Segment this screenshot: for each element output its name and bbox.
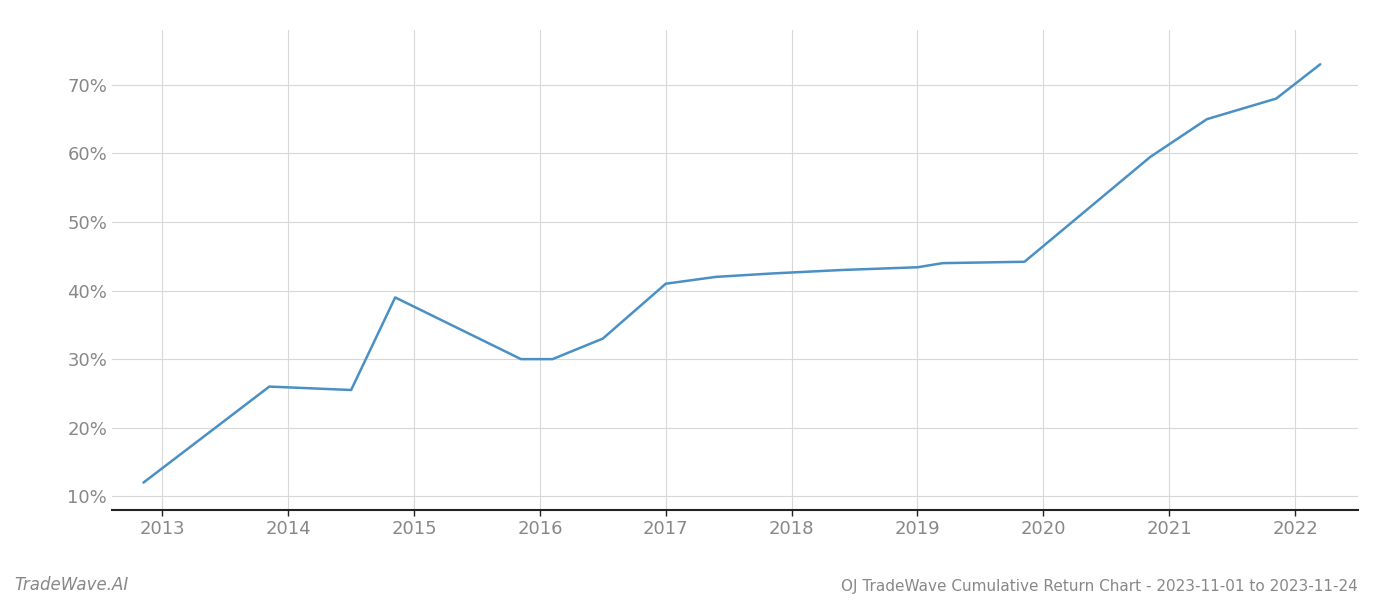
Text: TradeWave.AI: TradeWave.AI	[14, 576, 129, 594]
Text: OJ TradeWave Cumulative Return Chart - 2023-11-01 to 2023-11-24: OJ TradeWave Cumulative Return Chart - 2…	[841, 579, 1358, 594]
